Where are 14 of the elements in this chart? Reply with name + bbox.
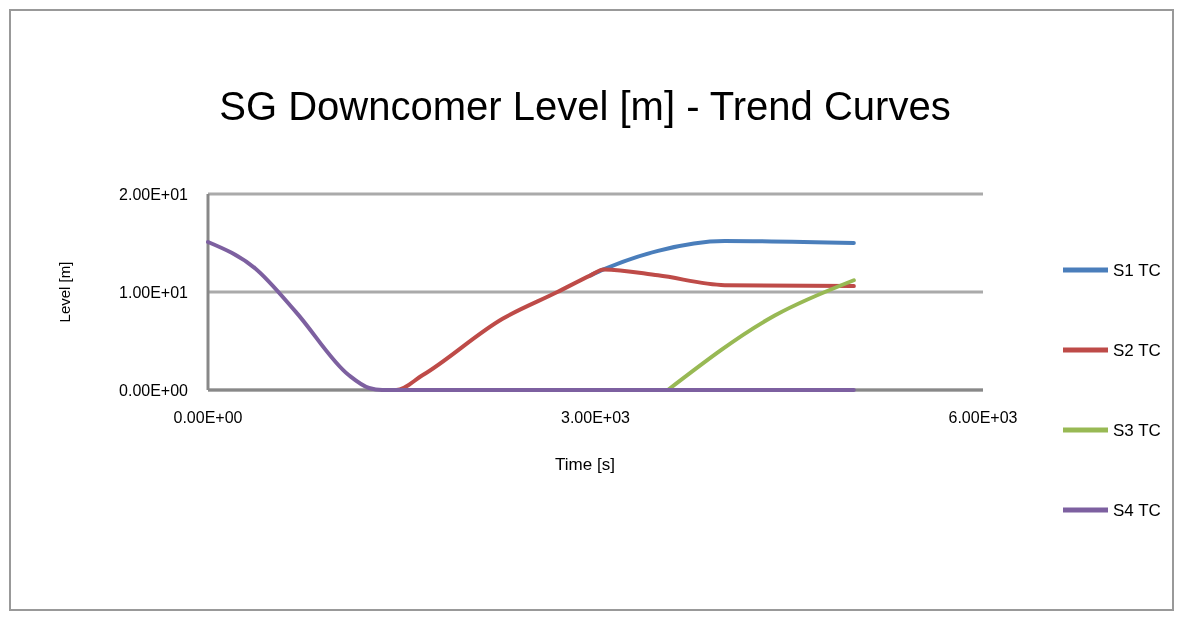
y-tick-label: 1.00E+01 — [119, 284, 189, 301]
line-series — [206, 240, 856, 392]
legend-label: S4 TC — [1113, 501, 1161, 520]
x-tick-label: 6.00E+03 — [948, 409, 1018, 426]
legend-label: S1 TC — [1113, 261, 1161, 280]
x-tick-label: 0.00E+00 — [173, 409, 243, 426]
x-tick-label: 3.00E+03 — [561, 409, 631, 426]
legend-label: S3 TC — [1113, 421, 1161, 440]
y-tick-label: 0.00E+00 — [119, 382, 189, 399]
legend-label: S2 TC — [1113, 341, 1161, 360]
x-axis-title: Time [s] — [555, 455, 615, 474]
y-tick-label: 2.00E+01 — [119, 186, 189, 203]
y-axis-title: Level [m] — [56, 261, 73, 323]
chart-title: SG Downcomer Level [m] - Trend Curves — [219, 84, 951, 128]
